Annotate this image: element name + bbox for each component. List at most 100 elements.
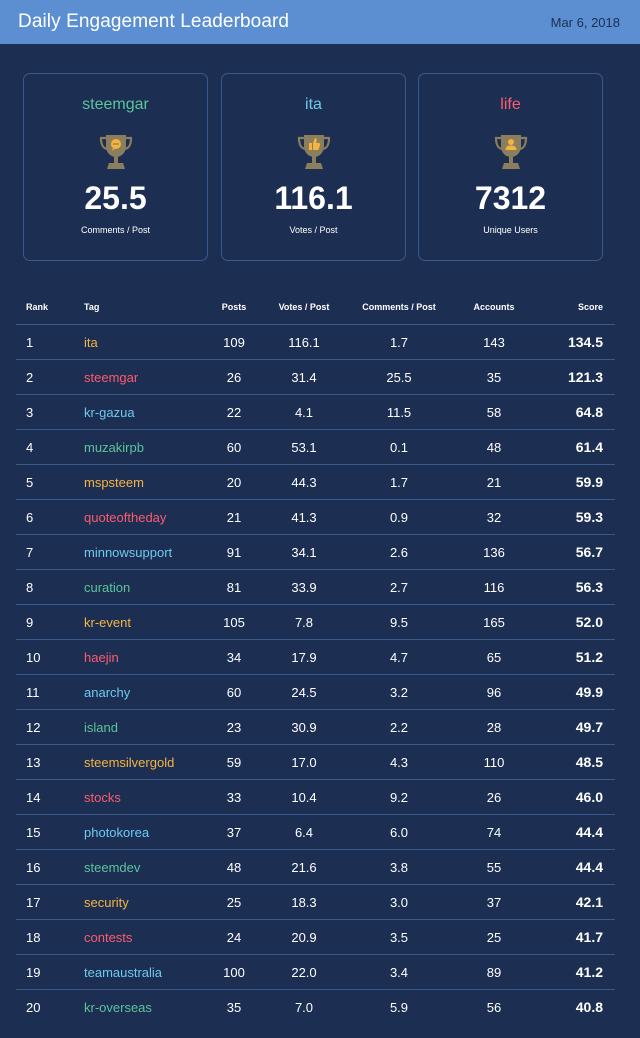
score-cell: 42.1 xyxy=(539,884,615,920)
rank-cell: 8 xyxy=(16,569,76,605)
tag-cell[interactable]: photokorea xyxy=(76,814,209,850)
posts-cell: 35 xyxy=(226,999,242,1015)
table-row[interactable]: 16 steemdev 48 21.6 3.8 55 44.4 xyxy=(16,849,615,885)
accounts-cell: 65 xyxy=(449,639,539,675)
card-label: Comments / Post xyxy=(80,225,151,235)
rank-cell: 12 xyxy=(16,709,76,745)
score-cell: 49.9 xyxy=(539,674,615,710)
score-cell: 41.7 xyxy=(539,919,615,955)
tag-cell[interactable]: minnowsupport xyxy=(76,534,209,570)
comments-per-post-cell: 11.5 xyxy=(349,394,449,430)
votes-per-post-cell: 34.1 xyxy=(259,534,349,570)
table-row[interactable]: 2 steemgar 26 31.4 25.5 35 121.3 xyxy=(16,359,615,395)
column-header-score[interactable]: Score xyxy=(539,289,615,325)
column-header-posts[interactable]: Posts xyxy=(209,289,259,325)
tag-cell[interactable]: ita xyxy=(76,324,209,360)
table-row[interactable]: 14 stocks 33 10.4 9.2 26 46.0 xyxy=(16,779,615,815)
card-top-comments: steemgar 25.5 Comments / Post xyxy=(23,73,208,261)
votes-per-post-cell: 4.1 xyxy=(259,394,349,430)
accounts-cell: 26 xyxy=(449,779,539,815)
tag-cell[interactable]: curation xyxy=(76,569,209,605)
score-cell: 59.3 xyxy=(539,499,615,535)
column-header-comments[interactable]: Comments / Post xyxy=(349,289,449,325)
posts-cell: 109 xyxy=(209,324,259,360)
posts-cell: 20 xyxy=(209,464,259,500)
tag-cell[interactable]: kr-overseas xyxy=(84,999,152,1015)
accounts-cell: 25 xyxy=(449,919,539,955)
table-row[interactable]: 13 steemsilvergold 59 17.0 4.3 110 48.5 xyxy=(16,744,615,780)
posts-cell: 33 xyxy=(209,779,259,815)
accounts-cell: 21 xyxy=(449,464,539,500)
tag-cell[interactable]: muzakirpb xyxy=(76,429,209,465)
posts-cell: 24 xyxy=(209,919,259,955)
table-row[interactable]: 5 mspsteem 20 44.3 1.7 21 59.9 xyxy=(16,464,615,500)
table-header-row: Rank Tag Posts Votes / Post Comments / P… xyxy=(16,289,615,325)
tag-cell[interactable]: teamaustralia xyxy=(76,954,209,990)
card-tag[interactable]: ita xyxy=(305,96,322,113)
card-tag[interactable]: steemgar xyxy=(82,96,149,113)
rank-cell: 4 xyxy=(16,429,76,465)
table-row[interactable]: 10 haejin 34 17.9 4.7 65 51.2 xyxy=(16,639,615,675)
column-header-votes[interactable]: Votes / Post xyxy=(259,289,349,325)
votes-per-post-cell: 53.1 xyxy=(259,429,349,465)
tag-cell[interactable]: island xyxy=(76,709,209,745)
card-tag[interactable]: life xyxy=(500,96,521,113)
table-row[interactable]: 12 island 23 30.9 2.2 28 49.7 xyxy=(16,709,615,745)
votes-per-post-cell: 24.5 xyxy=(259,674,349,710)
tag-cell[interactable]: haejin xyxy=(76,639,209,675)
tag-cell[interactable]: stocks xyxy=(76,779,209,815)
comments-per-post-cell: 3.2 xyxy=(349,674,449,710)
table-row[interactable]: 7 minnowsupport 91 34.1 2.6 136 56.7 xyxy=(16,534,615,570)
card-label: Votes / Post xyxy=(289,225,338,235)
posts-cell: 23 xyxy=(209,709,259,745)
table-row[interactable]: 6 quoteoftheday 21 41.3 0.9 32 59.3 xyxy=(16,499,615,535)
tag-cell[interactable]: anarchy xyxy=(76,674,209,710)
table-row[interactable]: 1 ita 109 116.1 1.7 143 134.5 xyxy=(16,324,615,360)
score-cell: 52.0 xyxy=(539,604,615,640)
votes-per-post-cell: 20.9 xyxy=(259,919,349,955)
comments-per-post-cell: 1.7 xyxy=(349,464,449,500)
tag-cell[interactable]: security xyxy=(76,884,209,920)
rank-cell: 6 xyxy=(16,499,76,535)
votes-per-post-cell: 33.9 xyxy=(259,569,349,605)
table-row[interactable]: 11 anarchy 60 24.5 3.2 96 49.9 xyxy=(16,674,615,710)
votes-per-post-cell: 116.1 xyxy=(259,324,349,360)
table-row[interactable]: 3 kr-gazua 22 4.1 11.5 58 64.8 xyxy=(16,394,615,430)
column-header-rank[interactable]: Rank xyxy=(16,289,76,325)
posts-cell: 100 xyxy=(209,954,259,990)
comments-per-post-cell: 9.2 xyxy=(349,779,449,815)
tag-cell[interactable]: contests xyxy=(76,919,209,955)
accounts-cell: 74 xyxy=(449,814,539,850)
table-row[interactable]: 9 kr-event 105 7.8 9.5 165 52.0 xyxy=(16,604,615,640)
accounts-cell: 32 xyxy=(449,499,539,535)
tag-cell[interactable]: kr-event xyxy=(76,604,209,640)
leaderboard-table: Rank Tag Posts Votes / Post Comments / P… xyxy=(16,289,615,1024)
card-value: 25.5 xyxy=(84,180,147,216)
tag-cell[interactable]: steemdev xyxy=(76,849,209,885)
rank-cell: 2 xyxy=(16,359,76,395)
table-row[interactable]: 15 photokorea 37 6.4 6.0 74 44.4 xyxy=(16,814,615,850)
table-row[interactable]: 8 curation 81 33.9 2.7 116 56.3 xyxy=(16,569,615,605)
tag-cell[interactable]: steemgar xyxy=(76,359,209,395)
table-row[interactable]: 19 teamaustralia 100 22.0 3.4 89 41.2 xyxy=(16,954,615,990)
tag-cell[interactable]: steemsilvergold xyxy=(76,744,209,780)
votes-per-post-cell: 17.9 xyxy=(259,639,349,675)
accounts-cell: 110 xyxy=(449,744,539,780)
accounts-cell: 48 xyxy=(449,429,539,465)
rank-cell: 16 xyxy=(16,849,76,885)
table-row[interactable]: 20 kr-overseas 35 7.0 5.9 56 40.8 xyxy=(16,990,615,1025)
table-row[interactable]: 18 contests 24 20.9 3.5 25 41.7 xyxy=(16,919,615,955)
accounts-cell: 89 xyxy=(449,954,539,990)
header-bar: Daily Engagement Leaderboard Mar 6, 2018 xyxy=(0,0,640,44)
accounts-cell: 143 xyxy=(449,324,539,360)
tag-cell[interactable]: quoteoftheday xyxy=(76,499,209,535)
table-row[interactable]: 4 muzakirpb 60 53.1 0.1 48 61.4 xyxy=(16,429,615,465)
column-header-accounts[interactable]: Accounts xyxy=(449,289,539,325)
score-cell: 48.5 xyxy=(539,744,615,780)
tag-cell[interactable]: mspsteem xyxy=(76,464,209,500)
score-cell: 41.2 xyxy=(539,954,615,990)
table-row[interactable]: 17 security 25 18.3 3.0 37 42.1 xyxy=(16,884,615,920)
column-header-tag[interactable]: Tag xyxy=(76,289,209,325)
tag-cell[interactable]: kr-gazua xyxy=(76,394,209,430)
card-label: Unique Users xyxy=(483,225,538,235)
